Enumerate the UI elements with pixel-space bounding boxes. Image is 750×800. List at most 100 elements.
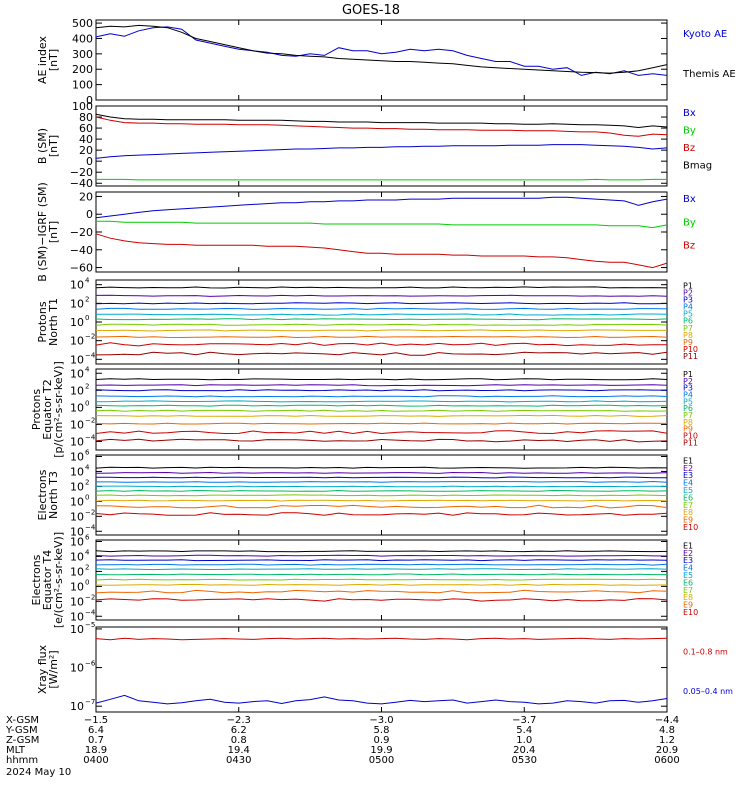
series-line-0.1–0.8 nm (95, 637, 668, 641)
y-axis-label: B (SM) (36, 128, 49, 164)
y-axis-label: Protons (30, 389, 43, 430)
legend-label: E7 (683, 586, 693, 595)
legend-label: E9 (683, 601, 693, 610)
y-tick-exponent: −4 (85, 608, 96, 616)
y-tick-exponent: 4 (85, 548, 90, 556)
y-tick-exponent: 0 (85, 493, 89, 501)
y-tick-label: 0 (86, 208, 93, 221)
footer-value: 0530 (512, 755, 537, 766)
footer-value: −1.5 (84, 715, 108, 726)
series-line-Kyoto AE (95, 26, 668, 76)
y-axis-label: North T3 (47, 471, 60, 519)
legend-label: P5 (683, 310, 693, 319)
footer-row-label: MLT (6, 745, 26, 756)
y-tick-exponent: −4 (85, 433, 96, 441)
series-line-E9 (95, 589, 668, 594)
y-tick-exponent: −2 (85, 333, 95, 341)
y-tick-label: 100 (72, 100, 93, 113)
legend-label: Bx (683, 108, 696, 119)
legend-label: Kyoto AE (683, 29, 727, 40)
series-line-P9 (95, 335, 668, 339)
legend-label: P4 (683, 303, 693, 312)
y-tick-label: 10 (70, 510, 84, 523)
series-line-P9 (95, 422, 668, 425)
y-tick-label: 10 (70, 367, 84, 380)
footer-value: 6.2 (231, 725, 247, 736)
footer-value: 0400 (83, 755, 108, 766)
y-tick-exponent: −4 (85, 351, 96, 359)
footer-value: 19.9 (370, 745, 392, 756)
legend-label: E3 (683, 556, 693, 565)
series-line-P6 (95, 404, 668, 407)
footer-value: 0.8 (231, 735, 247, 746)
legend-label: E1 (683, 541, 693, 550)
legend-label: 0.05–0.4 nm (683, 687, 733, 696)
legend-label: P10 (683, 345, 698, 354)
y-tick-label: −40 (70, 244, 93, 257)
y-tick-exponent: 0 (85, 314, 89, 322)
panel-1: 500 400 300 200 100 0 AE index[nT] Kyoto AE Them… (36, 17, 736, 107)
y-tick-label: 10 (70, 401, 84, 414)
y-tick-label: 40 (79, 133, 93, 146)
y-tick-label: 80 (79, 111, 93, 124)
series-line-P3 (95, 302, 668, 305)
y-tick-label: 10 (70, 525, 84, 538)
panel-frame (95, 368, 668, 451)
series-line-P10 (95, 430, 668, 435)
y-tick-exponent: 2 (85, 563, 89, 571)
legend-label: Bz (683, 143, 695, 154)
y-tick-exponent: 4 (85, 463, 90, 471)
y-tick-label: 10 (70, 353, 84, 366)
y-axis-label: Protons (36, 301, 49, 342)
y-tick-exponent: −7 (85, 698, 95, 706)
legend-label: P1 (683, 370, 693, 379)
y-axis-label: B (SM)−IGRF (SM) (36, 182, 49, 282)
y-tick-label: 10 (70, 595, 84, 608)
series-line-E8 (95, 499, 668, 502)
series-line-E1 (95, 550, 668, 553)
footer-value: 5.4 (516, 725, 532, 736)
footer-value: −3.7 (512, 715, 536, 726)
y-tick-exponent: −4 (85, 523, 96, 531)
footer-value: 0600 (654, 755, 679, 766)
y-tick-exponent: 0 (85, 578, 89, 586)
series-line-Bz (95, 233, 668, 269)
series-line-Bz (95, 116, 668, 137)
footer-value: −3.0 (369, 715, 393, 726)
legend-label: E1 (683, 456, 693, 465)
legend-label: E6 (683, 578, 693, 587)
legend-label: E3 (683, 471, 693, 480)
y-tick-label: 0 (86, 94, 93, 107)
legend-label: E5 (683, 486, 693, 495)
legend-label: E10 (683, 523, 698, 532)
legend-label: P6 (683, 317, 693, 326)
y-tick-label: −60 (70, 262, 93, 275)
y-tick-exponent: 0 (85, 399, 89, 407)
y-tick-label: 10 (70, 279, 84, 292)
y-tick-label: 400 (72, 32, 93, 45)
y-tick-label: 10 (70, 384, 84, 397)
legend-label: E4 (683, 479, 693, 488)
series-line-E8 (95, 583, 668, 586)
panel-frame (95, 279, 668, 365)
series-line-P3 (95, 389, 667, 392)
series-line-E6 (95, 489, 668, 492)
y-tick-label: 10 (70, 335, 84, 348)
legend-label: P8 (683, 418, 693, 427)
y-axis-label: Xray flux (36, 644, 49, 694)
series-line-Bx (95, 144, 668, 159)
series-line-P6 (95, 318, 668, 321)
series-line-E10 (95, 598, 668, 602)
y-axis-label: [p/(cm²-s-sr-keV)] (52, 361, 65, 458)
y-tick-label: 10 (70, 316, 84, 329)
footer-row-label: Z-GSM (6, 735, 39, 746)
series-line-P4 (95, 307, 668, 310)
y-tick-label: 10 (70, 495, 84, 508)
footer-value: 20.4 (513, 745, 535, 756)
series-line-P1 (95, 286, 668, 289)
legend-label: E7 (683, 501, 693, 510)
y-tick-label: 10 (70, 418, 84, 431)
